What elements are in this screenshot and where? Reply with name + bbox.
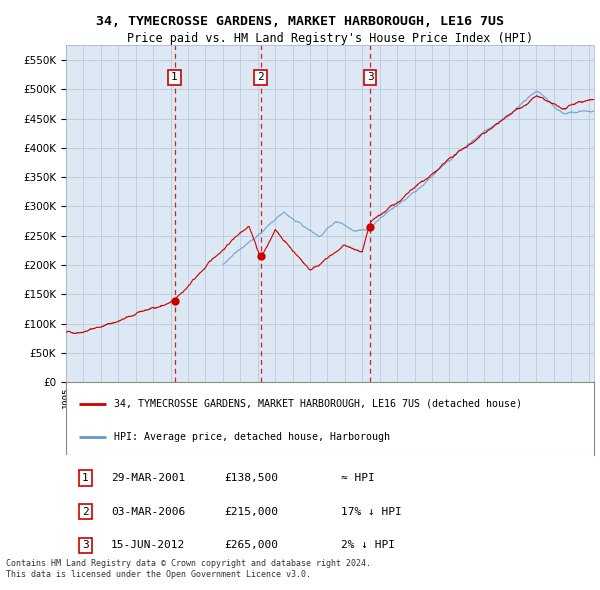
Text: 17% ↓ HPI: 17% ↓ HPI [341,507,401,517]
Text: 2: 2 [82,507,89,517]
Text: £265,000: £265,000 [224,540,278,550]
Text: 15-JUN-2012: 15-JUN-2012 [111,540,185,550]
Text: Contains HM Land Registry data © Crown copyright and database right 2024.: Contains HM Land Registry data © Crown c… [6,559,371,568]
Text: 3: 3 [82,540,89,550]
Text: 34, TYMECROSSE GARDENS, MARKET HARBOROUGH, LE16 7US (detached house): 34, TYMECROSSE GARDENS, MARKET HARBOROUG… [113,399,521,409]
Text: 29-MAR-2001: 29-MAR-2001 [111,473,185,483]
Title: Price paid vs. HM Land Registry's House Price Index (HPI): Price paid vs. HM Land Registry's House … [127,32,533,45]
Text: ≈ HPI: ≈ HPI [341,473,374,483]
Text: 03-MAR-2006: 03-MAR-2006 [111,507,185,517]
Text: HPI: Average price, detached house, Harborough: HPI: Average price, detached house, Harb… [113,432,389,442]
Text: £138,500: £138,500 [224,473,278,483]
Text: 1: 1 [82,473,89,483]
Text: £215,000: £215,000 [224,507,278,517]
Text: 2: 2 [257,73,264,83]
Text: 2% ↓ HPI: 2% ↓ HPI [341,540,395,550]
Text: 34, TYMECROSSE GARDENS, MARKET HARBOROUGH, LE16 7US: 34, TYMECROSSE GARDENS, MARKET HARBOROUG… [96,15,504,28]
Text: 3: 3 [367,73,374,83]
Text: 1: 1 [171,73,178,83]
Text: This data is licensed under the Open Government Licence v3.0.: This data is licensed under the Open Gov… [6,571,311,579]
